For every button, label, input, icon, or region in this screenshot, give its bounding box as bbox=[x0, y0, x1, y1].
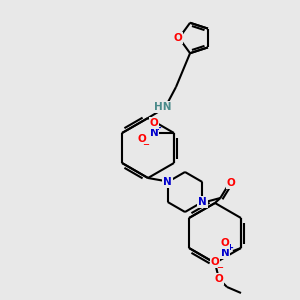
Text: O: O bbox=[220, 238, 230, 248]
Text: HN: HN bbox=[154, 102, 172, 112]
Text: N: N bbox=[198, 197, 207, 207]
Text: +: + bbox=[226, 244, 233, 253]
Text: O: O bbox=[150, 118, 158, 128]
Text: O: O bbox=[214, 274, 224, 284]
Text: N: N bbox=[150, 128, 158, 138]
Text: N: N bbox=[220, 248, 230, 258]
Text: −: − bbox=[142, 140, 149, 149]
Text: −: − bbox=[217, 263, 224, 272]
Text: N: N bbox=[163, 177, 172, 187]
Text: O: O bbox=[174, 33, 182, 43]
Text: +: + bbox=[154, 124, 161, 133]
Text: O: O bbox=[211, 257, 219, 267]
Text: O: O bbox=[138, 134, 146, 144]
Text: O: O bbox=[227, 178, 236, 188]
